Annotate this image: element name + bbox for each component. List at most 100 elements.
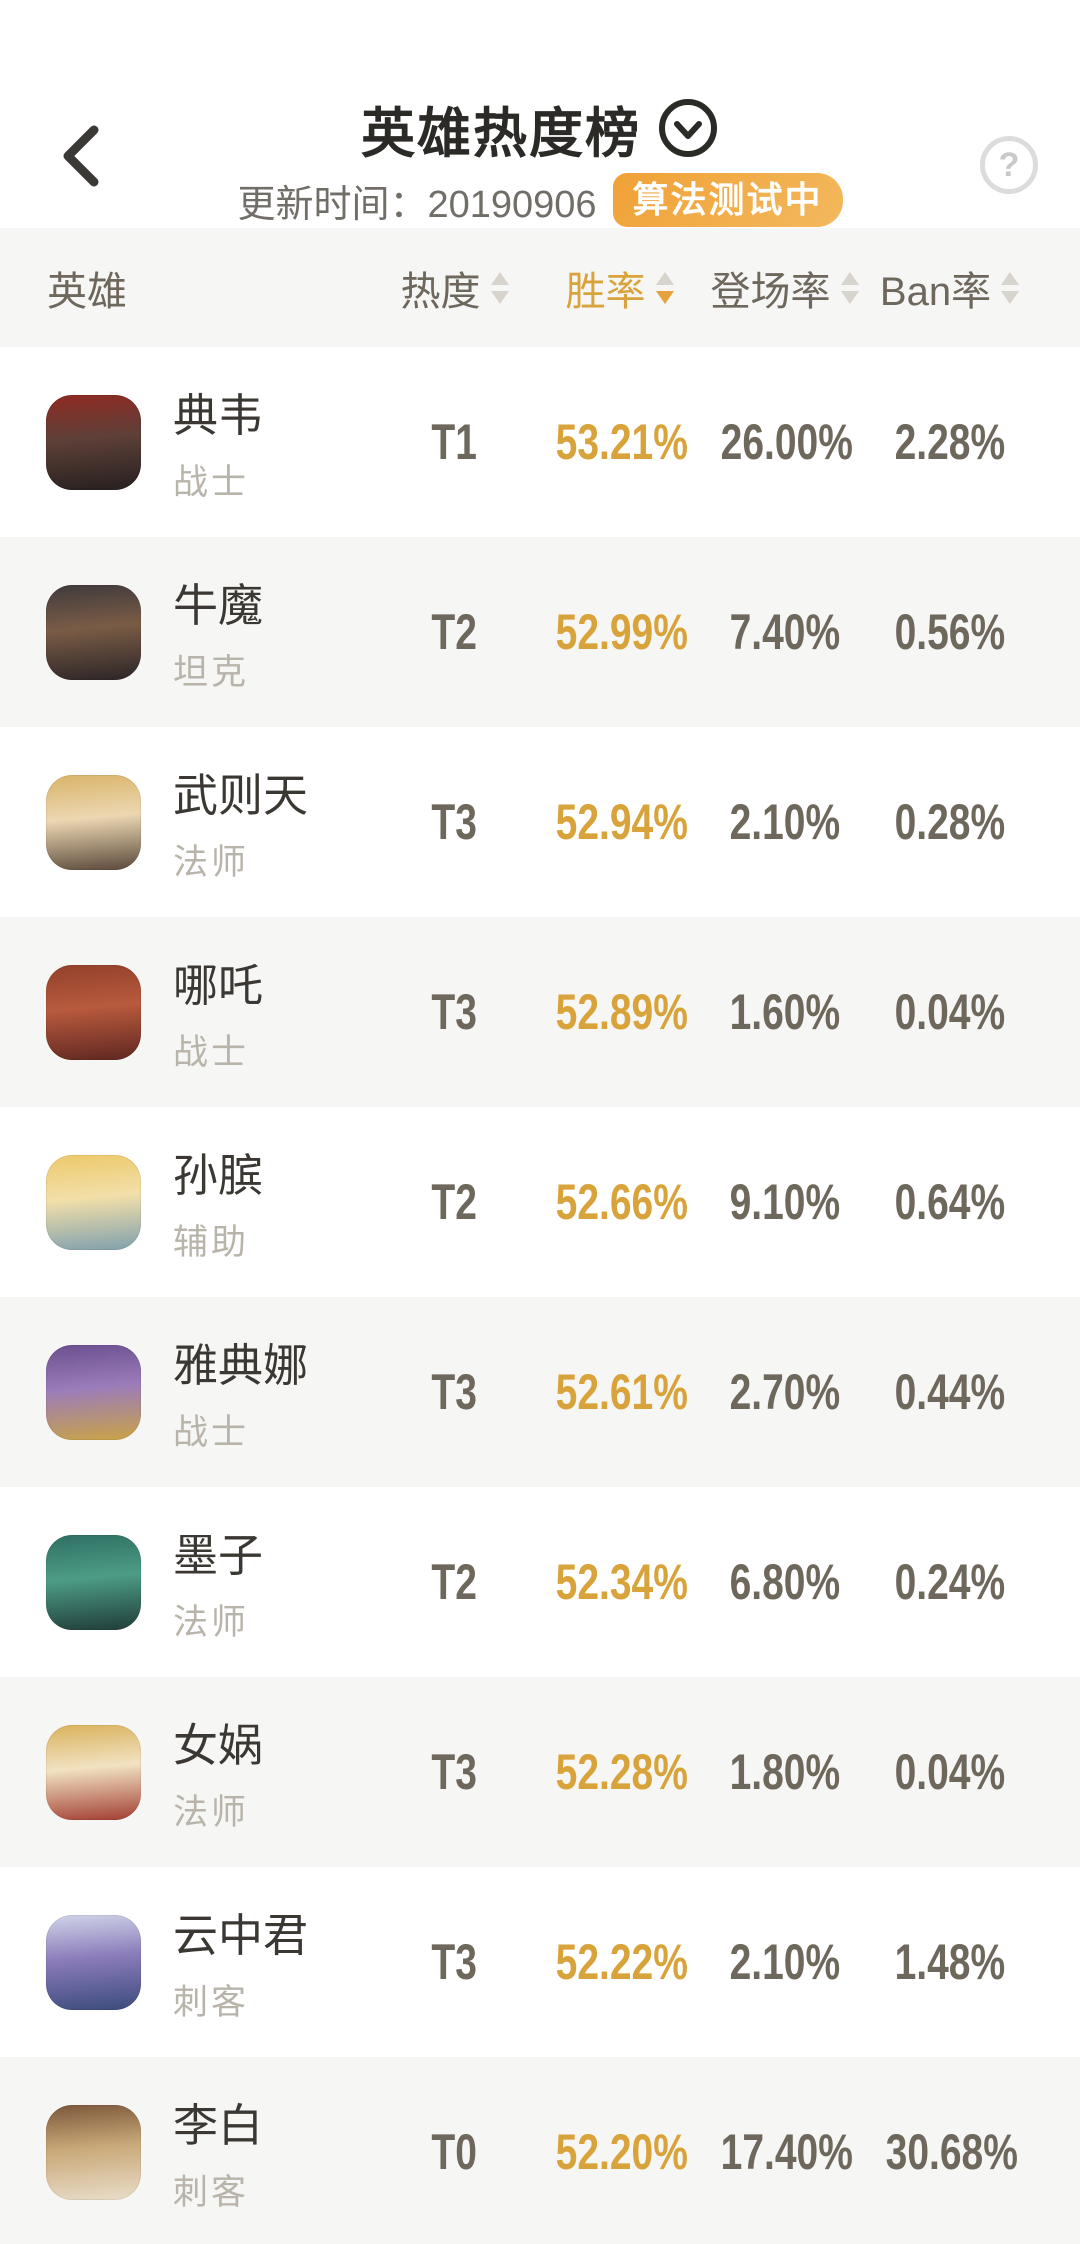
table-row[interactable]: 武则天 法师 T3 52.94% 2.10% 0.28% <box>0 727 1080 917</box>
hero-text: 墨子 法师 <box>173 1519 263 1645</box>
sort-icons <box>655 271 674 304</box>
heat-tier-value: T1 <box>431 414 478 470</box>
hero-cell: 李白 刺客 <box>0 2089 372 2215</box>
hero-text: 牛魔 坦克 <box>173 569 263 695</box>
hero-cell: 武则天 法师 <box>0 759 372 885</box>
table-row[interactable]: 牛魔 坦克 T2 52.99% 7.40% 0.56% <box>0 537 1080 727</box>
update-info-row: 更新时间：20190906 算法测试中 <box>0 172 1080 228</box>
column-header-label: 登场率 <box>710 269 831 314</box>
heat-tier-value: T0 <box>431 2124 478 2180</box>
hero-role: 法师 <box>173 1793 250 1832</box>
ban-rate-value: 2.28% <box>894 414 1005 470</box>
win-rate-value: 52.61% <box>555 1364 688 1420</box>
page-title: 英雄热度榜 <box>361 103 641 164</box>
hero-name: 哪吒 <box>173 960 264 1011</box>
hero-role: 刺客 <box>173 1983 250 2022</box>
column-header-heat[interactable]: 热度 <box>372 259 537 317</box>
sort-icons <box>490 271 509 304</box>
win-rate-value: 52.28% <box>555 1744 688 1800</box>
win-rate-value: 52.89% <box>555 984 688 1040</box>
table-row[interactable]: 哪吒 战士 T3 52.89% 1.60% 0.04% <box>0 917 1080 1107</box>
pick-rate-value: 7.40% <box>729 604 840 660</box>
hero-avatar <box>46 1724 141 1820</box>
column-header-label: 热度 <box>400 269 481 314</box>
column-header-pick[interactable]: 登场率 <box>702 259 867 317</box>
win-rate-value: 52.66% <box>555 1174 688 1230</box>
ban-rate-value: 0.04% <box>894 1744 1005 1800</box>
help-button[interactable]: ? <box>980 136 1038 194</box>
page-header: 英雄热度榜 ? 更新时间：20190906 算法测试中 <box>0 0 1080 228</box>
table-row[interactable]: 典韦 战士 T1 53.21% 26.00% 2.28% <box>0 347 1080 537</box>
hero-role: 战士 <box>173 463 250 502</box>
pick-rate-value: 9.10% <box>729 1174 840 1230</box>
update-time-text: 更新时间：20190906 <box>237 183 597 226</box>
hero-text: 武则天 法师 <box>173 759 308 885</box>
hero-avatar <box>46 1154 141 1250</box>
column-header-win[interactable]: 胜率 <box>537 259 702 317</box>
hero-role: 法师 <box>173 843 250 882</box>
sort-up-icon <box>490 271 509 285</box>
win-rate-value: 52.99% <box>555 604 688 660</box>
pick-rate-value: 17.40% <box>720 2124 853 2180</box>
question-circle-icon: ? <box>998 145 1020 184</box>
table-row[interactable]: 雅典娜 战士 T3 52.61% 2.70% 0.44% <box>0 1297 1080 1487</box>
table-row[interactable]: 墨子 法师 T2 52.34% 6.80% 0.24% <box>0 1487 1080 1677</box>
sort-icons <box>1001 271 1020 304</box>
sort-up-icon <box>655 271 674 285</box>
hero-cell: 牛魔 坦克 <box>0 569 372 695</box>
hero-name: 云中君 <box>173 1910 309 1961</box>
sort-down-icon <box>655 290 674 304</box>
hero-cell: 云中君 刺客 <box>0 1899 372 2025</box>
hero-cell: 女娲 法师 <box>0 1709 372 1835</box>
heat-tier-value: T2 <box>431 1174 478 1230</box>
hero-text: 李白 刺客 <box>173 2089 263 2215</box>
hero-name: 牛魔 <box>173 580 264 631</box>
table-row[interactable]: 女娲 法师 T3 52.28% 1.80% 0.04% <box>0 1677 1080 1867</box>
title-dropdown-button[interactable] <box>657 97 719 159</box>
hero-text: 孙膑 辅助 <box>173 1139 263 1265</box>
back-button[interactable] <box>56 122 104 190</box>
ban-rate-value: 0.24% <box>894 1554 1005 1610</box>
algorithm-test-badge: 算法测试中 <box>612 173 843 227</box>
hero-name: 典韦 <box>173 390 264 441</box>
hero-name: 女娲 <box>173 1720 264 1771</box>
hero-text: 云中君 刺客 <box>173 1899 308 2025</box>
heat-tier-value: T2 <box>431 604 478 660</box>
table-row[interactable]: 云中君 刺客 T3 52.22% 2.10% 1.48% <box>0 1867 1080 2057</box>
win-rate-value: 52.94% <box>555 794 688 850</box>
column-header-ban[interactable]: Ban率 <box>867 259 1032 317</box>
hero-avatar <box>46 774 141 870</box>
ban-rate-value: 0.64% <box>894 1174 1005 1230</box>
hero-role: 刺客 <box>173 2173 250 2212</box>
win-rate-value: 52.34% <box>555 1554 688 1610</box>
sort-down-icon <box>840 290 859 304</box>
ban-rate-value: 1.48% <box>894 1934 1005 1990</box>
hero-cell: 孙膑 辅助 <box>0 1139 372 1265</box>
hero-avatar <box>46 2104 141 2200</box>
table-body: 典韦 战士 T1 53.21% 26.00% 2.28% 牛魔 坦克 T2 52… <box>0 347 1080 2244</box>
heat-tier-value: T2 <box>431 1554 478 1610</box>
ban-rate-value: 30.68% <box>885 2124 1018 2180</box>
win-rate-value: 52.20% <box>555 2124 688 2180</box>
table-row[interactable]: 李白 刺客 T0 52.20% 17.40% 30.68% <box>0 2057 1080 2244</box>
hero-cell: 雅典娜 战士 <box>0 1329 372 1455</box>
sort-down-icon <box>1001 290 1020 304</box>
hero-name: 雅典娜 <box>173 1340 309 1391</box>
hero-role: 战士 <box>173 1413 250 1452</box>
table-header-row: 英雄 热度 胜率 登场率 Ban率 <box>0 228 1080 347</box>
hero-avatar <box>46 1914 141 2010</box>
sort-up-icon <box>1001 271 1020 285</box>
heat-tier-value: T3 <box>431 984 478 1040</box>
table-row[interactable]: 孙膑 辅助 T2 52.66% 9.10% 0.64% <box>0 1107 1080 1297</box>
hero-avatar <box>46 584 141 680</box>
hero-role: 坦克 <box>173 653 250 692</box>
pick-rate-value: 2.10% <box>729 794 840 850</box>
ban-rate-value: 0.28% <box>894 794 1005 850</box>
hero-text: 哪吒 战士 <box>173 949 263 1075</box>
ban-rate-value: 0.56% <box>894 604 1005 660</box>
win-rate-value: 53.21% <box>555 414 688 470</box>
pick-rate-value: 2.10% <box>729 1934 840 1990</box>
hero-role: 辅助 <box>173 1223 250 1262</box>
ban-rate-value: 0.04% <box>894 984 1005 1040</box>
